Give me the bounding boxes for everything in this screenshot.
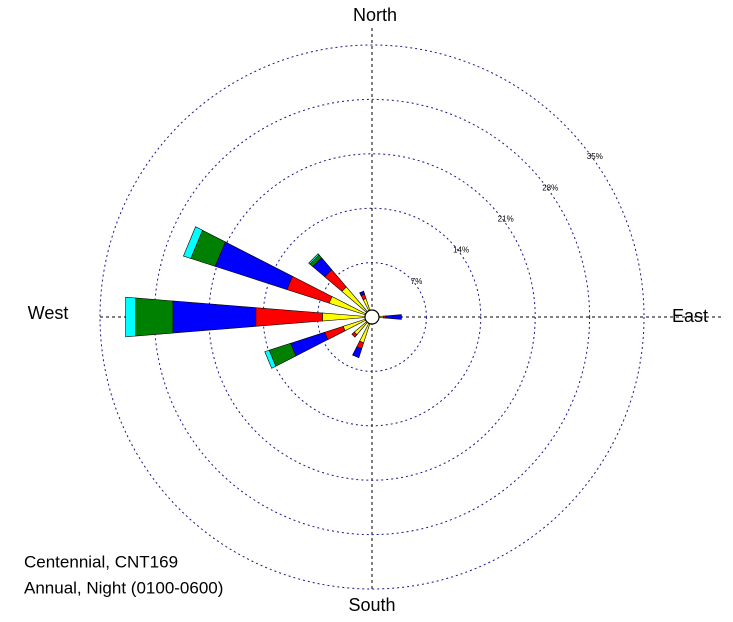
wind-segment [125, 296, 137, 338]
ring-label: 7% [411, 277, 423, 286]
east-label: East [672, 306, 708, 326]
ring-label: 28% [542, 183, 558, 192]
ring-label: 35% [587, 152, 603, 161]
south-label: South [348, 595, 395, 615]
annotation: Centennial, CNT169 [24, 552, 178, 571]
north-label: North [353, 5, 397, 25]
annotation: Annual, Night (0100-0600) [24, 578, 223, 597]
west-label: West [28, 303, 69, 323]
wind-segment [183, 226, 203, 259]
wind-segment [135, 297, 174, 337]
wind-segment [264, 349, 277, 369]
ring-label: 14% [453, 246, 469, 255]
grid-ring [208, 153, 536, 481]
grid-ring [99, 44, 645, 590]
calm-circle [364, 309, 380, 325]
grid-ring [153, 98, 591, 536]
wind-segment [308, 253, 320, 265]
wind-segment [383, 315, 387, 319]
wind-segment [385, 314, 402, 320]
ring-label: 21% [498, 215, 514, 224]
